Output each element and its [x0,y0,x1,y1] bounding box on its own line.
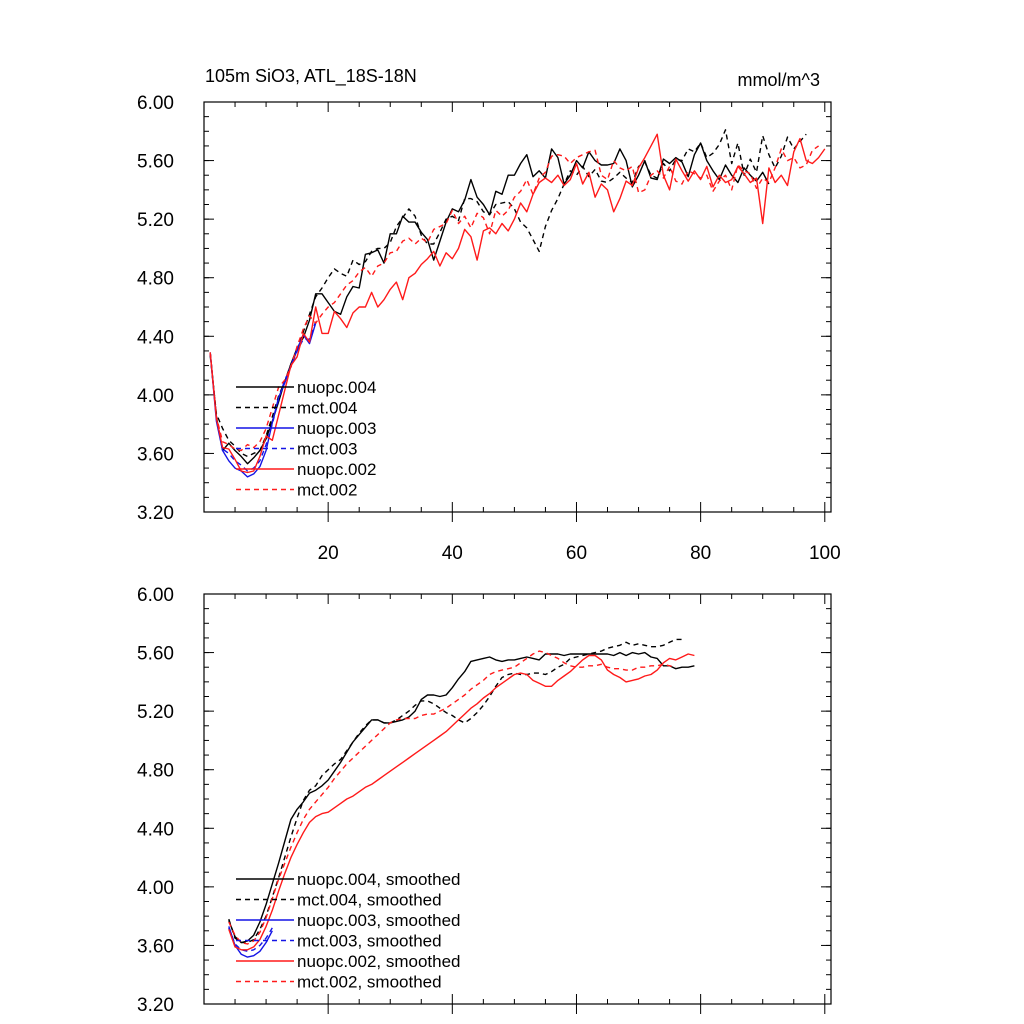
series-line-nuopc-002-smoothed [228,653,695,951]
y-tick-label: 6.00 [137,93,174,114]
x-tick-label: 60 [566,543,587,564]
y-tick-label: 3.20 [137,503,174,524]
legend-label: mct.002 [297,481,357,500]
y-tick-label: 4.40 [137,327,174,348]
y-tick-label: 6.00 [137,585,174,606]
x-tick-label: 100 [809,543,841,564]
x-tick-label: 80 [690,543,711,564]
legend-label: mct.004 [297,399,357,418]
bottom-axes: 3.20 3.60 4.00 4.40 4.80 5.20 5.60 6.00 [137,585,831,1016]
series-line-mct-003-smoothed [228,927,273,952]
units-label: mmol/m^3 [738,70,820,90]
top-plot-frame [203,101,832,513]
y-tick-label: 4.40 [137,819,174,840]
series-line-mct-002 [209,145,820,452]
y-tick-label: 4.00 [137,386,174,407]
top-axes: 3.20 3.60 4.00 4.40 4.80 5.20 5.60 6.00 20 40 60 80… [137,93,841,564]
legend-label: mct.003, smoothed [297,932,442,951]
bottom-panel: 3.20 3.60 4.00 4.40 4.80 5.20 5.60 6.00 nuopc.0… [137,585,832,1016]
x-tick-label: 20 [318,543,339,564]
y-tick-label: 4.80 [137,269,174,290]
bottom-plot-frame [203,593,832,1005]
legend-label: nuopc.004, smoothed [297,870,461,889]
y-tick-label: 5.20 [137,702,174,723]
series-line-mct-002-smoothed [228,650,676,945]
series-line-nuopc-004 [209,142,770,465]
y-tick-label: 5.60 [137,152,174,173]
legend-label: mct.003 [297,440,357,459]
legend-label: nuopc.003, smoothed [297,911,461,930]
series-line-mct-003 [209,321,317,472]
y-tick-label: 3.60 [137,444,174,465]
top-panel: 105m SiO3, ATL_18S-18N mmol/m^3 3.20 3.60… [137,66,841,564]
y-tick-label: 4.00 [137,878,174,899]
legend-label: nuopc.002 [297,460,376,479]
legend-label: mct.002, smoothed [297,973,442,992]
y-tick-label: 3.60 [137,936,174,957]
series-line-nuopc-003 [209,322,317,478]
series-line-nuopc-004-smoothed [228,651,695,944]
legend-label: mct.004, smoothed [297,891,442,910]
y-tick-label: 5.60 [137,644,174,665]
top-series-lines [209,129,826,478]
legend-label: nuopc.003 [297,419,376,438]
series-line-mct-004 [209,129,807,458]
y-tick-label: 3.20 [137,995,174,1016]
bottom-series-lines [228,638,695,958]
x-tick-label: 40 [442,543,463,564]
y-tick-label: 5.20 [137,210,174,231]
series-line-nuopc-002 [209,133,826,474]
legend-label: nuopc.004 [297,378,376,397]
legend-label: nuopc.002, smoothed [297,952,461,971]
y-tick-label: 4.80 [137,761,174,782]
series-line-mct-004-smoothed [228,638,682,944]
chart-title: 105m SiO3, ATL_18S-18N [205,66,417,87]
